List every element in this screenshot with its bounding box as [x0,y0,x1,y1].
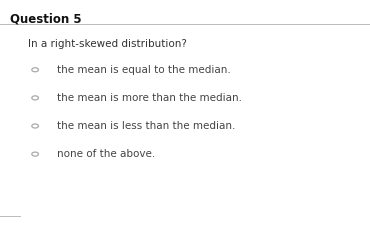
Text: the mean is more than the median.: the mean is more than the median. [57,93,242,103]
Text: In a right-skewed distribution?: In a right-skewed distribution? [28,39,186,49]
Text: Question 5: Question 5 [10,12,82,25]
Text: none of the above.: none of the above. [57,149,156,159]
Text: the mean is less than the median.: the mean is less than the median. [57,121,236,131]
Text: the mean is equal to the median.: the mean is equal to the median. [57,65,231,75]
